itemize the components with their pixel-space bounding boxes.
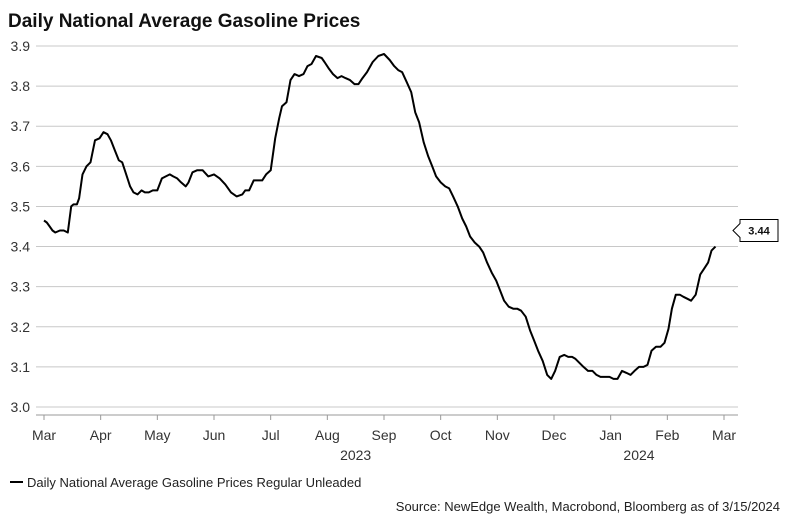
y-tick-label: 3.3 xyxy=(11,279,31,295)
y-tick-label: 3.7 xyxy=(11,118,31,134)
y-axis: 3.0 3.1 3.2 3.3 3.4 3.5 3.6 3.7 3.8 3.9 xyxy=(11,38,31,415)
y-tick-label: 3.2 xyxy=(11,319,31,335)
x-tick-label: Feb xyxy=(655,427,679,443)
legend: Daily National Average Gasoline Prices R… xyxy=(10,475,361,490)
x-tick-label: Sep xyxy=(372,427,397,443)
y-tick-label: 3.4 xyxy=(11,239,31,255)
x-year-label: 2024 xyxy=(623,447,654,463)
x-axis: Mar Apr May Jun Jul Aug Sep Oct Nov Dec Jan Feb Mar 2… xyxy=(32,414,738,463)
series-layer xyxy=(43,53,717,380)
x-tick-label: Oct xyxy=(430,427,452,443)
y-tick-label: 3.0 xyxy=(11,399,31,415)
callout-box xyxy=(732,219,779,243)
x-tick-label: Dec xyxy=(542,427,567,443)
last-value-callout: 3.44 xyxy=(732,219,779,243)
x-tick-label: Nov xyxy=(485,427,510,443)
y-tick-label: 3.9 xyxy=(11,38,31,54)
y-tick-label: 3.6 xyxy=(11,158,31,174)
source-note: Source: NewEdge Wealth, Macrobond, Bloom… xyxy=(396,499,780,514)
series-line xyxy=(43,53,717,380)
legend-label: Daily National Average Gasoline Prices R… xyxy=(27,475,361,490)
x-tick-label: Mar xyxy=(712,427,736,443)
x-tick-label: Jan xyxy=(599,427,622,443)
x-tick-label: Jul xyxy=(262,427,280,443)
x-tick-label: Mar xyxy=(32,427,56,443)
callout-value: 3.44 xyxy=(748,226,770,238)
y-tick-label: 3.1 xyxy=(11,359,31,375)
chart-title: Daily National Average Gasoline Prices xyxy=(8,11,360,32)
x-tick-label: Apr xyxy=(90,427,112,443)
gridlines xyxy=(36,45,738,408)
y-tick-label: 3.8 xyxy=(11,78,31,94)
x-tick-label: May xyxy=(144,427,170,443)
x-year-label: 2023 xyxy=(340,447,371,463)
y-tick-label: 3.5 xyxy=(11,198,31,214)
x-tick-label: Aug xyxy=(315,427,340,443)
x-tick-label: Jun xyxy=(203,427,226,443)
